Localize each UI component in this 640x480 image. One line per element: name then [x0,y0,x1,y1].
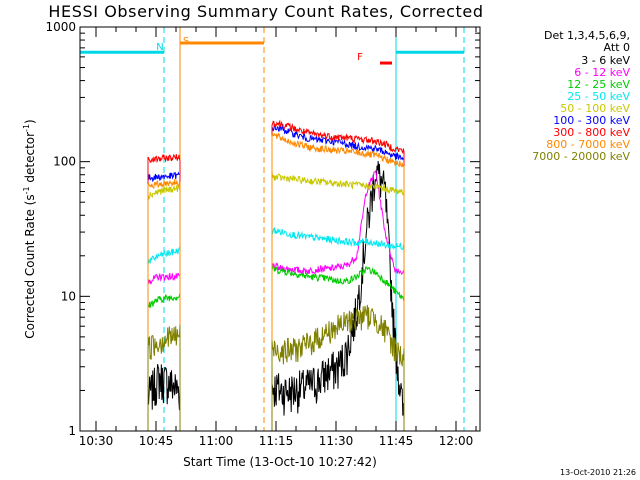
y-axis-label-end: ) [23,119,37,124]
series-50-100keV [147,173,405,431]
series-line-1-seg2 [271,169,405,431]
x-tick-label-3: 11:15 [259,434,294,448]
x-tick-label-4: 11:30 [319,434,354,448]
series-line-8-seg2 [271,304,405,431]
legend-entry-3: 25 - 50 keV [567,90,630,103]
x-tick-label-2: 11:00 [199,434,234,448]
chart-title: HESSI Observing Summary Count Rates, Cor… [48,2,483,21]
series-line-7-seg1 [147,179,181,431]
series-100-300keV [147,123,405,431]
series-12-25keV [147,264,405,431]
y-tick-label-1: 10 [61,289,76,303]
series-line-0-seg1 [147,364,181,431]
observing-flag-bars [80,41,464,65]
series-layer [147,119,405,431]
legend-entry-2: 12 - 25 keV [567,78,630,91]
plot-timestamp: 13-Oct-2010 21:26 [560,468,636,477]
axis-ticks: 10:30 10:45 11:00 11:15 11:30 11:45 12:00 1 10 10… [45,20,480,448]
marker-label-F: F [357,52,363,63]
x-tick-label-5: 11:45 [379,434,414,448]
y-axis-label-main: Corrected Count Rate (s [23,194,37,338]
legend-entry-8: 7000 - 20000 keV [532,150,630,163]
series-6-12keV [147,169,405,431]
legend-header-detectors: Det 1,3,4,5,6,9, [544,29,630,42]
marker-lines: N S F [156,27,465,431]
x-axis-label: Start Time (13-Oct-10 10:27:42) [183,455,377,469]
x-tick-label-1: 10:45 [139,434,174,448]
series-line-2-seg1 [147,293,181,431]
legend-entry-6: 300 - 800 keV [553,126,630,139]
series-line-4-seg1 [147,184,181,431]
series-line-3-seg2 [271,226,405,431]
y-tick-label-0: 1 [68,424,76,438]
x-tick-label-6: 12:00 [439,434,474,448]
series-line-3-seg1 [147,246,181,431]
series-line-4-seg2 [271,173,405,431]
legend-entry-0: 3 - 6 keV [581,54,630,67]
y-axis-label: Corrected Count Rate (s-1 detector-1) [22,119,37,338]
series-line-1-seg1 [147,272,181,431]
legend-entry-5: 100 - 300 keV [553,114,630,127]
legend-header-attenuator: Att 0 [604,41,630,54]
series-line-0-seg2 [271,161,405,431]
series-3-6keV [147,161,405,431]
series-line-5-seg1 [147,171,181,431]
series-800-7000keV [147,132,405,431]
y-tick-label-3: 1000 [45,20,76,34]
series-7000-20000keV [147,304,405,431]
series-line-6-seg1 [147,153,181,431]
legend-entry-1: 6 - 12 keV [574,66,630,79]
legend-entry-4: 50 - 100 keV [560,102,630,115]
y-axis-label-mid: detector [23,132,37,187]
series-25-50keV [147,226,405,431]
y-axis-label-exp1: -1 [22,186,31,194]
marker-label-S: S [183,36,189,47]
series-300-800keV [147,119,405,431]
marker-label-N: N [156,42,163,53]
series-line-6-seg2 [271,119,405,431]
plot-frame [79,26,481,432]
y-axis-label-exp2: -1 [22,124,31,132]
y-tick-label-2: 100 [53,155,76,169]
series-line-5-seg2 [271,123,405,431]
series-line-8-seg1 [147,324,181,431]
series-line-2-seg2 [271,264,405,431]
legend-entry-7: 800 - 7000 keV [546,138,630,151]
series-line-7-seg2 [271,132,405,431]
x-tick-label-0: 10:30 [79,434,114,448]
